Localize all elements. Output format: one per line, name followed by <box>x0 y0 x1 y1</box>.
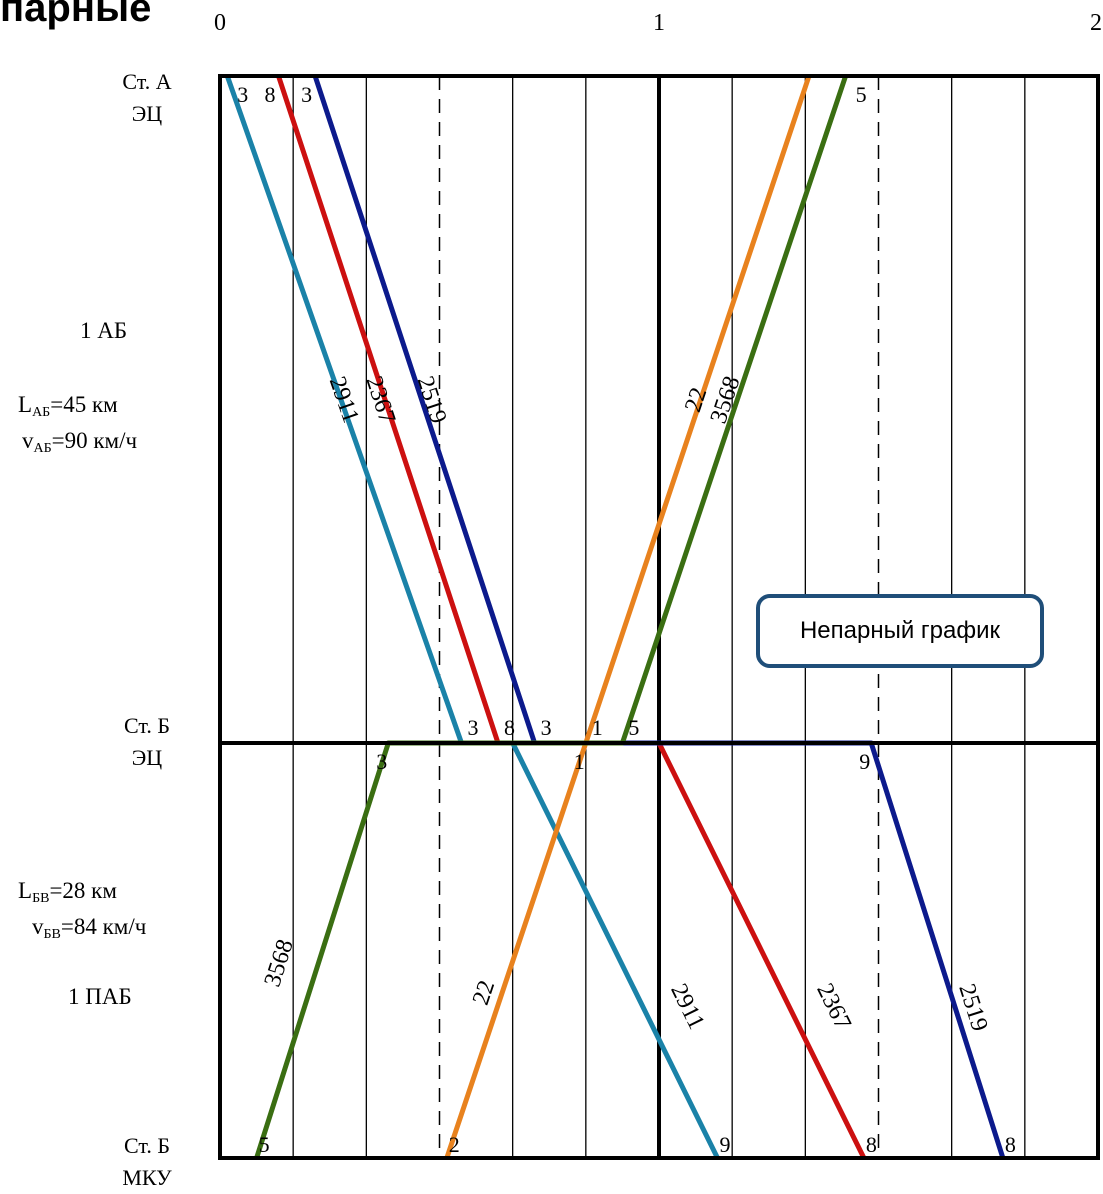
minute-mark-2519-1: 3 <box>541 715 552 740</box>
minute-mark-3568-2: 5 <box>628 715 639 740</box>
train-number-2519-top: 2519 <box>412 373 452 427</box>
minute-mark-2911-2: 9 <box>720 1132 731 1157</box>
train-number-2911-bottom: 2911 <box>665 980 709 1034</box>
train-number-2911-top: 2911 <box>324 373 364 426</box>
minute-mark-2519-2: 9 <box>859 749 870 774</box>
minute-mark-2367-2: 8 <box>866 1132 877 1157</box>
train-line-22 <box>447 76 809 1158</box>
minute-mark-3568-1: 3 <box>376 749 387 774</box>
minute-mark-22-1: 1 <box>592 715 603 740</box>
minute-mark-3568-3: 5 <box>856 82 867 107</box>
minute-mark-22-0: 2 <box>449 1132 460 1157</box>
minute-mark-2519-3: 8 <box>1005 1132 1016 1157</box>
minute-mark-2519-0: 3 <box>301 82 312 107</box>
minute-mark-2911-1: 3 <box>468 715 479 740</box>
minute-mark-2367-0: 8 <box>265 82 276 107</box>
legend-label: Непарный график <box>800 617 1000 645</box>
minute-mark-2367-1: 8 <box>504 715 515 740</box>
minute-mark-22-2: 1 <box>574 749 585 774</box>
train-number-2367-bottom: 2367 <box>811 979 856 1034</box>
train-number-22-bottom: 22 <box>468 977 500 1008</box>
minute-mark-3568-0: 5 <box>259 1132 270 1157</box>
legend-box: Непарный график <box>756 594 1044 668</box>
minute-mark-2911-0: 3 <box>237 82 248 107</box>
